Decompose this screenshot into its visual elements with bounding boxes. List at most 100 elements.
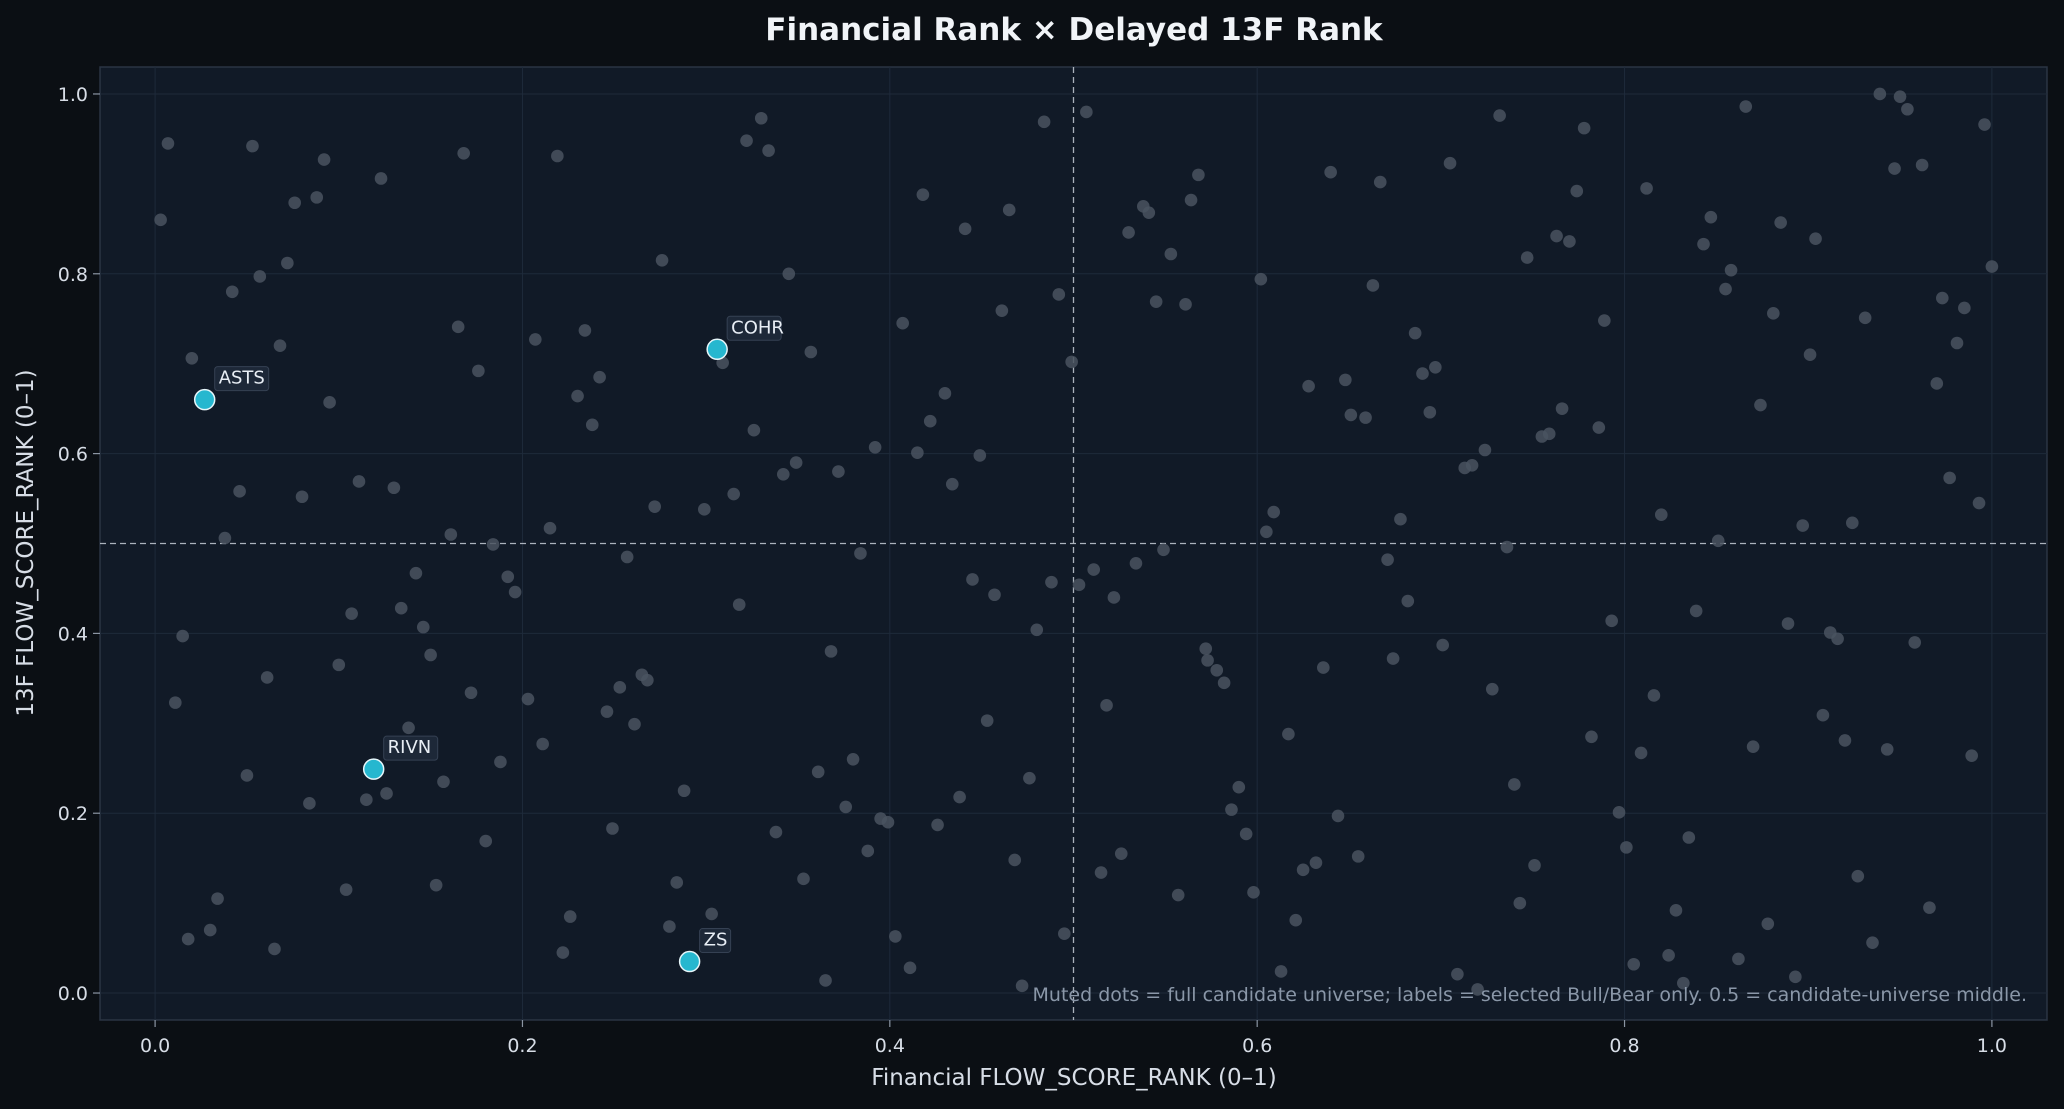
universe-point	[1429, 360, 1442, 374]
universe-point	[1711, 534, 1725, 548]
universe-point	[563, 910, 577, 923]
universe-point	[1451, 967, 1464, 981]
universe-point	[260, 671, 274, 684]
universe-point	[1423, 405, 1437, 419]
universe-point	[1201, 654, 1214, 667]
universe-point	[1149, 295, 1163, 308]
universe-point	[1179, 298, 1192, 311]
universe-point	[1950, 336, 1964, 350]
universe-point	[1023, 771, 1036, 785]
universe-point	[1129, 556, 1143, 570]
universe-point	[1359, 411, 1372, 424]
universe-point	[958, 222, 972, 236]
universe-point	[1620, 841, 1633, 854]
universe-point	[824, 645, 838, 658]
universe-point	[881, 815, 895, 829]
universe-point	[754, 111, 768, 125]
universe-point	[811, 765, 825, 779]
universe-point	[181, 932, 195, 946]
selected-point	[706, 338, 728, 361]
universe-point	[1254, 272, 1268, 286]
universe-point	[543, 521, 557, 535]
y-tick-label: 0.0	[58, 983, 88, 1005]
universe-point	[1394, 512, 1407, 526]
universe-point	[246, 139, 259, 153]
universe-point	[804, 345, 818, 359]
x-tick-label: 0.0	[140, 1035, 170, 1057]
universe-point	[670, 876, 684, 889]
universe-point	[1045, 575, 1058, 589]
universe-point	[1640, 182, 1653, 195]
universe-point	[394, 601, 408, 615]
selected-points: ASTS COHR RIVN ZS	[193, 315, 784, 973]
universe-point	[161, 137, 175, 150]
universe-point	[1065, 355, 1078, 369]
universe-point	[677, 784, 691, 798]
universe-point	[1682, 831, 1696, 844]
universe-point	[1210, 663, 1224, 677]
universe-point	[705, 907, 718, 921]
universe-point	[1985, 260, 1999, 273]
point-label: ASTS	[219, 368, 265, 389]
universe-point	[1239, 827, 1253, 841]
universe-point	[1171, 888, 1185, 902]
universe-point	[1289, 913, 1303, 927]
universe-point	[819, 974, 832, 987]
universe-point	[938, 387, 952, 400]
universe-point	[769, 825, 783, 839]
universe-point	[1598, 314, 1611, 327]
universe-point	[529, 333, 542, 346]
universe-point	[1386, 652, 1400, 665]
universe-point	[600, 705, 614, 718]
universe-point	[1888, 162, 1901, 175]
universe-point	[1654, 508, 1668, 522]
universe-point	[1274, 965, 1288, 978]
universe-point	[832, 465, 845, 478]
universe-point	[861, 844, 875, 858]
universe-point	[501, 570, 515, 584]
universe-point	[1351, 850, 1365, 863]
universe-point	[352, 475, 366, 488]
universe-point	[218, 531, 232, 545]
universe-point	[1803, 348, 1817, 361]
universe-point	[310, 191, 324, 204]
universe-point	[508, 585, 522, 599]
universe-point	[1732, 952, 1745, 966]
universe-point	[185, 351, 199, 365]
y-axis-label: 13F FLOW_SCORE_RANK (0–1)	[13, 369, 39, 716]
universe-point	[1943, 471, 1956, 485]
universe-point	[169, 696, 182, 709]
universe-point	[444, 528, 458, 541]
universe-point	[1612, 806, 1626, 819]
universe-point	[1058, 927, 1071, 940]
universe-point	[1978, 118, 1991, 131]
universe-point	[1592, 421, 1606, 434]
universe-point	[437, 775, 450, 789]
universe-point	[1647, 689, 1661, 702]
selected-point	[362, 758, 385, 780]
universe-point	[1199, 642, 1213, 655]
universe-point	[1697, 237, 1710, 251]
universe-point	[1789, 970, 1802, 984]
universe-point	[1296, 863, 1310, 877]
universe-point	[409, 566, 423, 580]
universe-point	[472, 364, 485, 378]
universe-point	[1724, 263, 1738, 277]
universe-point	[1662, 948, 1675, 962]
universe-point	[1908, 636, 1922, 649]
universe-point	[1513, 896, 1527, 910]
chart-title: Financial Rank × Delayed 13F Rank	[765, 12, 1384, 48]
universe-point	[776, 467, 790, 481]
point-label-box	[699, 928, 732, 954]
point-label-box	[383, 735, 439, 761]
universe-point	[593, 370, 606, 384]
universe-point	[903, 961, 917, 975]
universe-point	[1781, 617, 1795, 630]
universe-point	[1528, 859, 1541, 872]
universe-point	[966, 573, 979, 586]
universe-point	[1247, 886, 1260, 899]
universe-point	[1416, 367, 1429, 380]
universe-point	[1142, 206, 1156, 219]
universe-point	[176, 629, 189, 643]
universe-point	[762, 144, 775, 157]
